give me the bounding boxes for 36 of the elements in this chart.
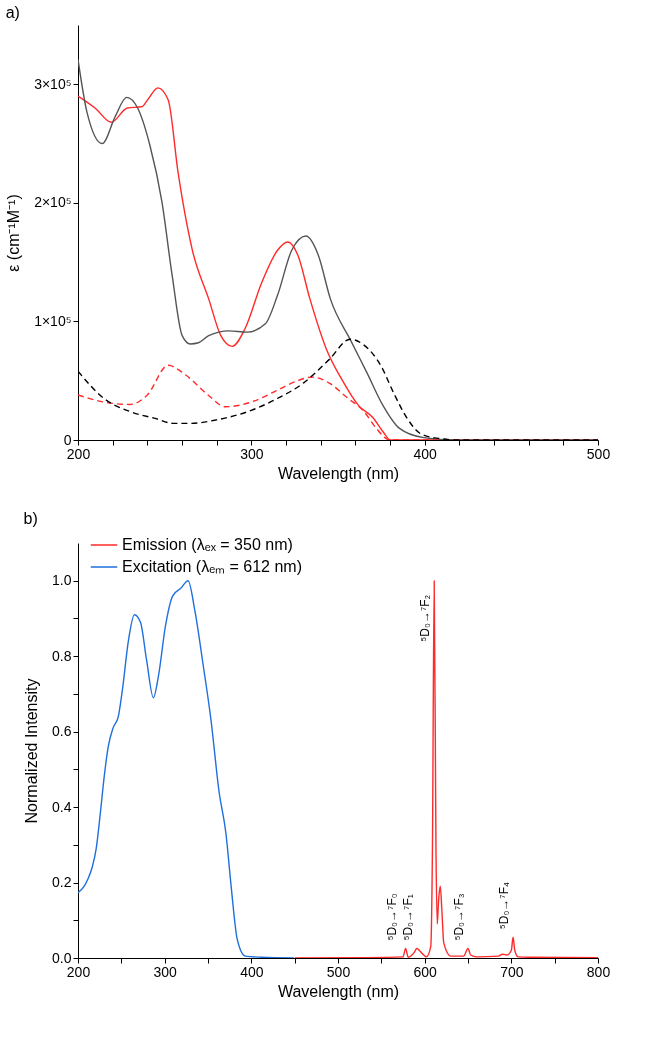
annotation: ⁵D₀→⁷F₃ [452, 893, 466, 941]
x-tick-label: 300 [240, 445, 264, 462]
x-tick-label: 200 [66, 963, 91, 980]
line-series [78, 580, 295, 958]
annotation: ⁵D₀→⁷F₁ [400, 894, 415, 941]
annotation: ⁵D₀→⁷F₀ [384, 893, 399, 941]
y-axis-title: Normalized Intensity [23, 678, 41, 824]
x-tick-label: 300 [153, 963, 178, 980]
x-tick-label: 400 [240, 963, 264, 980]
y-tick-label: 2×10⁵ [34, 194, 72, 211]
legend-label: Emission (λₑₓ = 350 nm) [122, 536, 293, 553]
y-tick-label: 3×10⁵ [34, 75, 72, 92]
x-tick-label: 200 [66, 445, 91, 462]
x-tick-label: 500 [586, 445, 611, 462]
y-tick-label: 0.0 [52, 949, 72, 966]
y-tick-label: 0.8 [52, 647, 72, 664]
annotation: ⁵D₀→⁷F₂ [418, 594, 433, 642]
x-tick-label: 400 [413, 445, 438, 462]
chart-title: b) [23, 510, 38, 527]
chart-title: a) [5, 4, 20, 21]
x-tick-label: 600 [413, 963, 438, 980]
y-tick-label: 0.4 [52, 798, 72, 815]
annotation: ⁵D₀→⁷F₄ [497, 881, 512, 930]
line-series [293, 580, 598, 958]
x-tick-label: 700 [500, 963, 524, 980]
y-tick-label: 1.0 [52, 572, 72, 589]
x-tick-label: 800 [586, 963, 611, 980]
y-tick-label: 0 [63, 431, 72, 448]
x-tick-label: 500 [326, 963, 351, 980]
y-tick-label: 0.2 [52, 874, 72, 891]
y-tick-label: 1×10⁵ [34, 312, 72, 329]
legend-label: Excitation (λₑₘ = 612 nm) [122, 558, 303, 575]
y-axis-title: ε (cm⁻¹M⁻¹) [5, 194, 23, 272]
x-axis-title: Wavelength (nm) [277, 982, 400, 1000]
y-tick-label: 0.6 [52, 723, 72, 740]
x-axis-title: Wavelength (nm) [277, 464, 400, 482]
